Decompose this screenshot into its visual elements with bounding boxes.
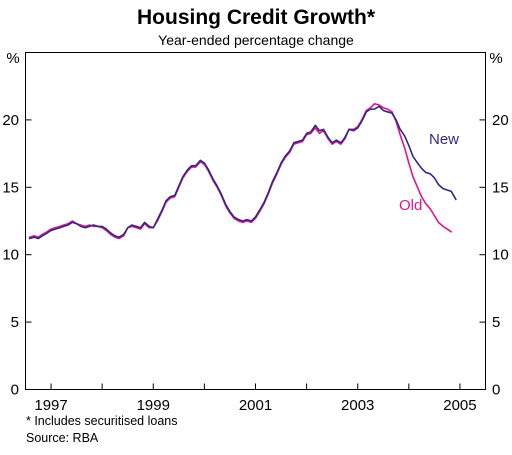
y-tick-label-right: 20 [492, 112, 509, 129]
axis-ticks: 0 0 5 5 10 10 15 15 20 20 1997 1999 2001 2003 2005 [2, 112, 508, 414]
source-note: Source: RBA [26, 431, 99, 445]
y-axis-unit-left: % [6, 50, 19, 67]
y-tick-label-right: 5 [492, 314, 500, 331]
y-tick-label-right: 15 [492, 179, 509, 196]
y-tick-label-left: 10 [2, 247, 19, 264]
x-tick-label: 1999 [137, 397, 170, 414]
plot-frame [25, 52, 486, 390]
y-tick-label-left: 5 [11, 314, 19, 331]
chart-title: Housing Credit Growth* [137, 6, 376, 29]
footnote: * Includes securitised loans [26, 414, 177, 428]
y-tick-label-left: 0 [11, 382, 19, 399]
y-tick-label-left: 15 [2, 179, 19, 196]
y-tick-label-right: 10 [492, 247, 509, 264]
series-line-new [28, 105, 457, 240]
x-tick-label: 2005 [443, 397, 476, 414]
series-label-old: Old [399, 197, 422, 214]
series-label-new: New [429, 131, 459, 148]
x-tick-label: 1997 [34, 397, 67, 414]
y-axis-unit-right: % [489, 50, 502, 67]
x-tick-label: 2001 [239, 397, 272, 414]
y-tick-label-left: 20 [2, 112, 19, 129]
series-line-old [28, 102, 453, 240]
y-tick-label-right: 0 [492, 382, 500, 399]
chart-subtitle: Year-ended percentage change [158, 32, 354, 48]
series-lines [28, 102, 457, 240]
x-tick-label: 2003 [341, 397, 374, 414]
